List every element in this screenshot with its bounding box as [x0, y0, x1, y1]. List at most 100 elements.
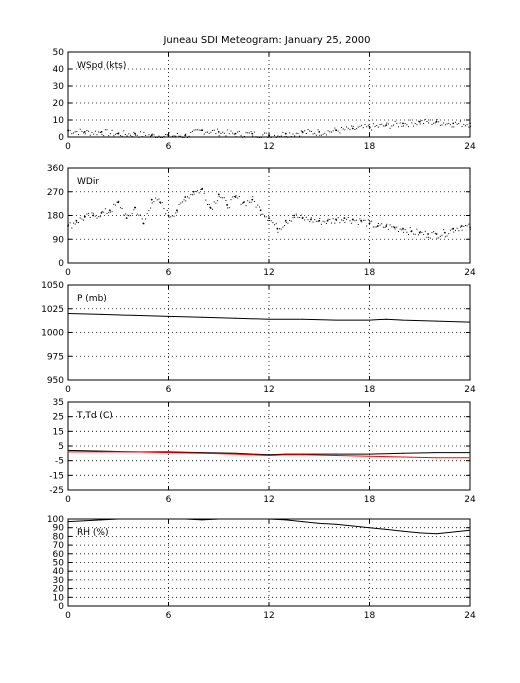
data-point — [108, 209, 111, 212]
data-dot — [88, 130, 90, 132]
data-point — [276, 227, 279, 230]
data-dot — [126, 214, 128, 216]
data-dot — [384, 226, 386, 228]
data-dot — [176, 211, 178, 213]
data-dot — [150, 135, 152, 137]
data-dot — [180, 135, 182, 137]
data-point — [83, 215, 86, 218]
data-dot — [248, 201, 250, 203]
y-tick-label: 20 — [53, 585, 65, 595]
data-point — [117, 201, 120, 204]
data-dot — [307, 128, 309, 130]
data-dot — [93, 213, 95, 215]
x-tick-label: 18 — [364, 611, 376, 621]
data-dot — [141, 136, 143, 138]
data-dot — [423, 123, 425, 125]
data-point — [369, 453, 370, 455]
data-point — [201, 129, 203, 132]
data-dot — [336, 219, 337, 221]
y-tick-label: 1050 — [41, 281, 64, 291]
data-point — [234, 196, 237, 198]
data-point — [67, 313, 69, 314]
data-point — [84, 520, 86, 522]
data-dot — [238, 195, 240, 197]
data-dot — [270, 220, 272, 222]
data-point — [209, 206, 212, 209]
data-dot — [263, 132, 265, 134]
data-dot — [419, 123, 421, 125]
data-dot — [124, 133, 126, 135]
data-dot — [185, 133, 187, 135]
data-dot — [319, 217, 321, 219]
data-point — [251, 518, 253, 520]
data-dot — [124, 213, 126, 215]
x-tick-label: 12 — [263, 495, 274, 505]
data-dot — [449, 124, 451, 126]
x-tick-label: 24 — [464, 611, 476, 621]
data-dot — [150, 207, 152, 209]
data-dot — [207, 131, 209, 133]
data-dot — [146, 136, 148, 138]
data-dot — [151, 133, 153, 135]
data-dot — [294, 216, 296, 218]
data-point — [268, 455, 270, 457]
data-dot — [454, 121, 456, 123]
data-dot — [282, 226, 284, 228]
data-dot — [146, 213, 148, 215]
data-point — [235, 518, 236, 520]
data-dot — [73, 222, 75, 224]
data-dot — [265, 216, 267, 218]
data-dot — [470, 228, 471, 230]
data-dot — [145, 134, 147, 136]
data-dot — [255, 136, 257, 138]
data-dot — [423, 233, 425, 235]
data-dot — [84, 133, 86, 135]
data-dot — [108, 135, 110, 137]
data-dot — [337, 217, 339, 219]
data-point — [101, 450, 102, 452]
data-dot — [386, 223, 388, 225]
data-dot — [320, 223, 322, 225]
data-dot — [464, 125, 466, 127]
y-tick-label: 30 — [53, 82, 65, 92]
data-dot — [213, 129, 215, 131]
data-dot — [305, 216, 307, 218]
data-dot — [458, 123, 460, 125]
data-dot — [196, 190, 198, 192]
data-dot — [111, 211, 113, 213]
data-dot — [431, 232, 433, 234]
data-dot — [69, 129, 71, 131]
data-dot — [78, 222, 80, 224]
data-dot — [86, 213, 88, 215]
data-point — [326, 219, 329, 222]
data-dot — [227, 207, 229, 209]
data-dot — [401, 125, 403, 127]
data-point — [385, 318, 387, 320]
series-1 — [67, 313, 471, 323]
data-dot — [128, 215, 130, 217]
data-dot — [443, 122, 445, 124]
y-tick-label: -25 — [49, 486, 64, 496]
x-tick-label: 6 — [166, 142, 172, 152]
data-dot — [103, 135, 105, 137]
data-dot — [439, 235, 441, 237]
data-dot — [118, 200, 120, 202]
data-point — [302, 521, 303, 523]
data-dot — [334, 222, 336, 224]
data-dot — [190, 193, 192, 195]
data-dot — [304, 219, 306, 221]
y-tick-label: 90 — [53, 235, 65, 245]
data-point — [335, 129, 337, 132]
y-tick-label: 950 — [47, 376, 64, 386]
data-dot — [290, 220, 292, 222]
data-dot — [364, 123, 366, 125]
data-dot — [258, 206, 260, 208]
data-point — [184, 518, 186, 520]
data-dot — [170, 136, 172, 138]
data-dot — [79, 128, 81, 130]
data-dot — [433, 122, 435, 124]
data-dot — [379, 124, 381, 126]
data-dot — [165, 134, 167, 136]
data-dot — [344, 129, 346, 131]
data-point — [343, 217, 346, 220]
